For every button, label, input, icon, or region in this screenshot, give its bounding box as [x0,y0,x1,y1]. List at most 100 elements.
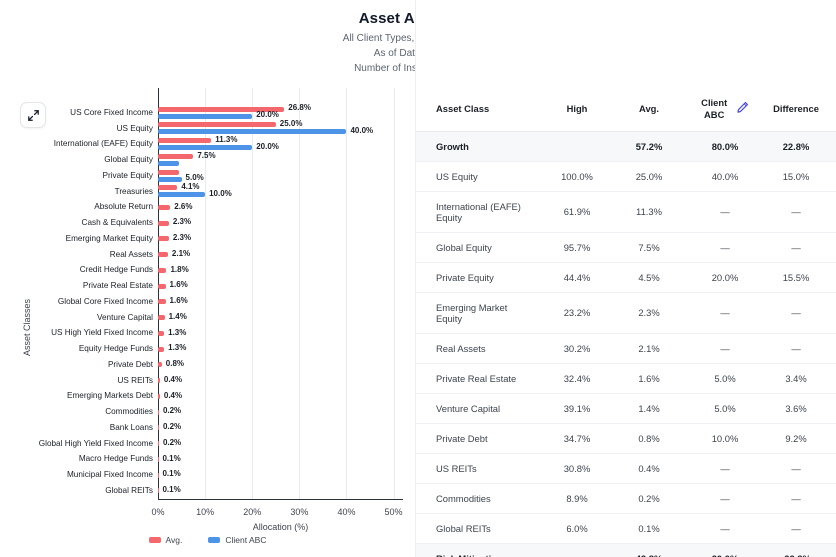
cell-difference: — [765,513,836,544]
table-row[interactable]: Venture Capital 39.1% 1.4% 5.0% 3.6% [416,393,836,424]
chart-bar-client[interactable] [158,129,347,135]
cell-avg: 2.3% [613,292,685,334]
table-row[interactable]: Private Debt 34.7% 0.8% 10.0% 9.2% [416,423,836,454]
chart-bar-avg[interactable] [158,220,169,226]
allocation-table-panel[interactable]: Asset Class High Avg. Client ABC [415,0,836,557]
cell-client: — [685,333,765,364]
col-header-high[interactable]: High [541,88,613,132]
cell-avg: 2.1% [613,333,685,364]
client-header-line1: Client [701,97,728,108]
cell-difference: — [765,292,836,334]
pencil-icon [737,102,748,113]
cell-client: — [685,191,765,233]
chart-bar-avg[interactable] [158,236,169,242]
chart-bar-avg[interactable] [158,106,285,112]
edit-client-button[interactable] [736,101,749,116]
expand-chart-button[interactable] [20,102,46,128]
chart-bar-value-label: 5.0% [185,173,204,183]
chart-bar-avg[interactable] [158,362,162,368]
chart-x-tick-label: 20% [243,506,262,517]
chart-bar-value-label: 2.3% [172,233,192,243]
cell-difference: 15.0% [765,161,836,192]
legend-label: Avg. [165,535,183,545]
cell-avg: 7.5% [613,232,685,263]
legend-swatch [208,537,221,543]
chart-bar-avg[interactable] [158,409,160,415]
col-header-asset-class[interactable]: Asset Class [416,88,541,132]
chart-bar-avg[interactable] [158,425,160,431]
cell-client: 20.0% [685,543,765,557]
col-header-client[interactable]: Client ABC [685,88,765,132]
cell-asset-class: Risk Mitigating [416,543,541,557]
chart-bar-avg[interactable] [158,378,160,384]
chart-bar-avg[interactable] [158,346,165,352]
chart-bar-avg[interactable] [158,267,167,273]
cell-avg: 0.2% [613,483,685,514]
allocation-table: Asset Class High Avg. Client ABC [416,88,836,557]
chart-category-label: Commodities [105,407,153,417]
chart-bar-value-label: 11.3% [215,134,238,144]
chart-bar-avg[interactable] [158,252,168,258]
chart-bar-avg[interactable] [158,488,160,494]
chart-bar-avg[interactable] [158,204,171,210]
cell-difference: 3.4% [765,363,836,394]
cell-asset-class: Global REITs [416,513,541,544]
cell-avg: 0.1% [613,513,685,544]
chart-y-axis-line [158,88,160,499]
chart-bar-avg[interactable] [158,393,160,399]
chart-bar-avg[interactable] [158,153,194,159]
chart-bar-avg[interactable] [158,283,166,289]
chart-bar-avg[interactable] [158,456,160,462]
table-group-row[interactable]: Risk Mitigating 42.8%20.0%-22.8% [416,543,836,557]
table-row[interactable]: US REITs 30.8% 0.4% — — [416,453,836,484]
table-row[interactable]: International (EAFE) Equity 61.9% 11.3% — — [416,191,836,233]
chart-bar-avg[interactable] [158,472,160,478]
chart-category-label: Real Assets [109,249,153,259]
table-group-row[interactable]: Growth 57.2% 80.0% 22.8% [416,131,836,162]
cell-difference: — [765,453,836,484]
col-header-avg[interactable]: Avg. [613,88,685,132]
bar-chart-plot: US Core Fixed Income 26.8% 20.0% US Equity 2… [0,88,415,557]
chart-bar-avg[interactable] [158,138,212,143]
table-row[interactable]: Private Equity 44.4% 4.5% 20.0% 15.5% [416,262,836,293]
chart-bar-avg[interactable] [158,169,180,175]
cell-difference: 9.2% [765,423,836,454]
table-row[interactable]: US Equity 100.0% 25.0% 40.0% 15.0% [416,161,836,192]
table-row[interactable]: Emerging Market Equity 23.2% 2.3% — — [416,292,836,334]
legend-item[interactable]: Client ABC [208,535,266,545]
cell-avg: 0.8% [613,423,685,454]
chart-bar-avg[interactable] [158,315,165,321]
cell-avg: 1.4% [613,393,685,424]
table-row[interactable]: Real Assets 30.2% 2.1% — — [416,333,836,364]
col-header-difference[interactable]: Difference [765,88,836,132]
chart-bar-value-label: 1.3% [168,343,187,353]
chart-bar-client[interactable] [158,192,206,198]
chart-bar-avg[interactable] [158,185,178,191]
chart-bar-avg[interactable] [158,441,160,447]
table-row[interactable]: Commodities 8.9% 0.2% — — [416,483,836,514]
chart-bar-client[interactable] [158,145,253,150]
chart-bar-client[interactable] [158,113,253,119]
chart-category-label: Venture Capital [97,312,153,322]
legend-item[interactable]: Avg. [148,535,183,545]
chart-bar-avg[interactable] [158,122,276,128]
x-axis-title: Allocation (%) [252,521,309,532]
chart-bar-avg[interactable] [158,299,166,305]
table-row[interactable]: Global REITs 6.0% 0.1% — — [416,513,836,544]
chart-category-label: Treasuries [114,186,153,196]
cell-difference: — [765,333,836,364]
chart-bar-value-label: 40.0% [350,126,374,136]
table-row[interactable]: Global Equity 95.7% 7.5% — — [416,232,836,263]
cell-client: 5.0% [685,363,765,394]
chart-bar-avg[interactable] [158,330,165,336]
chart-category-label: US High Yield Fixed Income [51,328,153,338]
chart-category-label: Global REITs [105,485,153,495]
chart-category-label: Emerging Markets Debt [66,391,153,401]
chart-category-label: Credit Hedge Funds [79,265,153,275]
chart-bar-client[interactable] [158,160,180,166]
expand-arrows-icon [27,109,39,121]
chart-category-label: Cash & Equivalents [81,218,153,228]
cell-difference: 15.5% [765,262,836,293]
chart-bar-client[interactable] [158,176,182,182]
table-row[interactable]: Private Real Estate 32.4% 1.6% 5.0% 3.4% [416,363,836,394]
